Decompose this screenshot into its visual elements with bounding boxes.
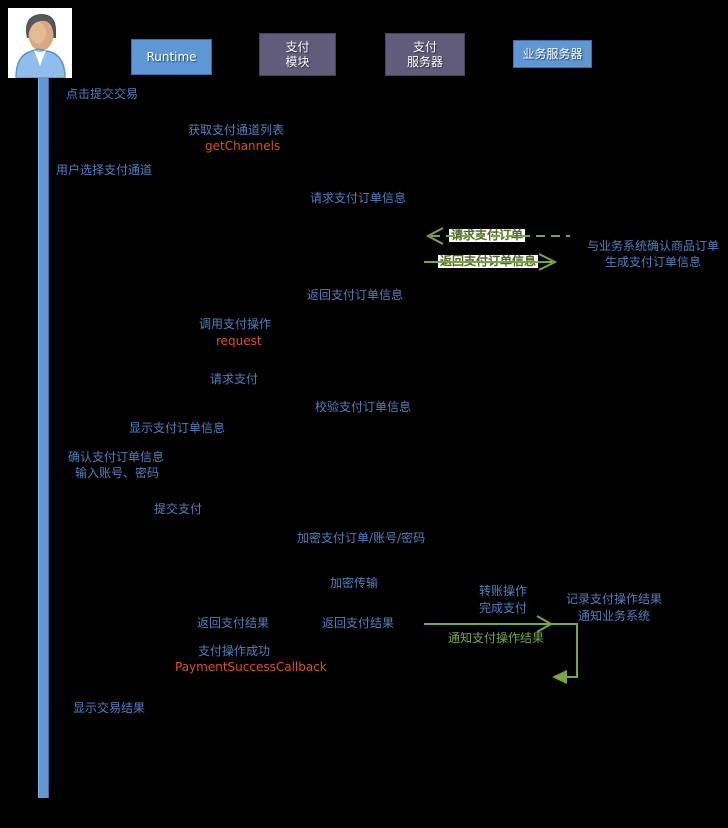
arrow-notify-result-head-right (536, 615, 554, 633)
note-user-select-channel: 用户选择支付通道 (56, 163, 153, 177)
note-input-account-pwd: 输入账号、密码 (75, 466, 160, 480)
note-request-order-info: 请求支付订单信息 (310, 191, 407, 205)
note-confirm-order-info: 确认支付订单信息 (68, 450, 165, 464)
note-record-result: 记录支付操作结果 通知业务系统 (558, 591, 670, 625)
note-return-order-info: 返回支付订单信息 (307, 288, 404, 302)
arrow-callback-head-left (552, 670, 567, 684)
person-icon (15, 14, 66, 79)
note-transfer-op-line1: 转账操作 (478, 584, 527, 598)
note-record-result-line1: 记录支付操作结果 (565, 592, 662, 606)
note-confirm-with-biz: 与业务系统确认商品订单 生成支付订单信息 (583, 238, 723, 270)
actor-pay-module-label-line2: 模块 (285, 54, 310, 69)
note-return-pay-result-left: 返回支付结果 (197, 616, 270, 630)
arrow-label-request-order: 请求支付订单 (449, 228, 526, 242)
note-getchannels-fn: getChannels (205, 139, 281, 153)
note-encrypt-order: 加密支付订单/账号/密码 (297, 531, 426, 545)
arrow-return-order-head-right (538, 253, 558, 271)
arrow-request-order-head-left (425, 227, 444, 245)
note-submit-pay: 提交支付 (154, 502, 203, 516)
actor-runtime: Runtime (131, 39, 212, 75)
note-confirm-with-biz-line2: 生成支付订单信息 (604, 255, 701, 269)
note-encrypt-transfer: 加密传输 (330, 576, 379, 590)
note-call-pay-op: 调用支付操作 (199, 317, 272, 331)
note-request-pay: 请求支付 (210, 372, 259, 386)
actor-runtime-label: Runtime (146, 49, 197, 64)
actor-pay-server-label-line1: 支付 (412, 39, 437, 54)
actor-pay-module-label-line1: 支付 (285, 39, 310, 54)
user-activation-bar (38, 78, 49, 798)
actor-biz-server: 业务服务器 (513, 40, 592, 68)
note-notify-pay-result: 通知支付操作结果 (448, 631, 545, 645)
note-verify-order-info: 校验支付订单信息 (315, 400, 412, 414)
note-return-pay-result-right: 返回支付结果 (322, 616, 395, 630)
note-show-trade-result: 显示交易结果 (73, 701, 146, 715)
note-click-submit: 点击提交交易 (66, 87, 139, 101)
note-payment-callback-fn: PaymentSuccessCallback (175, 660, 327, 674)
actor-pay-module: 支付 模块 (259, 33, 336, 76)
note-show-order-info: 显示支付订单信息 (129, 421, 226, 435)
note-request-fn: request (216, 334, 262, 348)
user-actor (8, 8, 72, 79)
note-pay-success: 支付操作成功 (198, 644, 271, 658)
note-confirm-with-biz-line1: 与业务系统确认商品订单 (586, 239, 719, 253)
actor-pay-server: 支付 服务器 (385, 33, 465, 76)
actor-biz-server-label: 业务服务器 (522, 46, 583, 61)
arrow-label-return-order-info: 返回支付订单信息 (438, 254, 539, 268)
note-record-result-line2: 通知业务系统 (577, 609, 650, 623)
note-get-channel-list: 获取支付通道列表 (188, 123, 285, 137)
arrow-callback-elbow-line (551, 623, 578, 678)
note-transfer-op-line2: 完成支付 (478, 601, 527, 615)
actor-pay-server-label-line2: 服务器 (406, 54, 443, 69)
note-transfer-op: 转账操作 完成支付 (468, 583, 538, 617)
